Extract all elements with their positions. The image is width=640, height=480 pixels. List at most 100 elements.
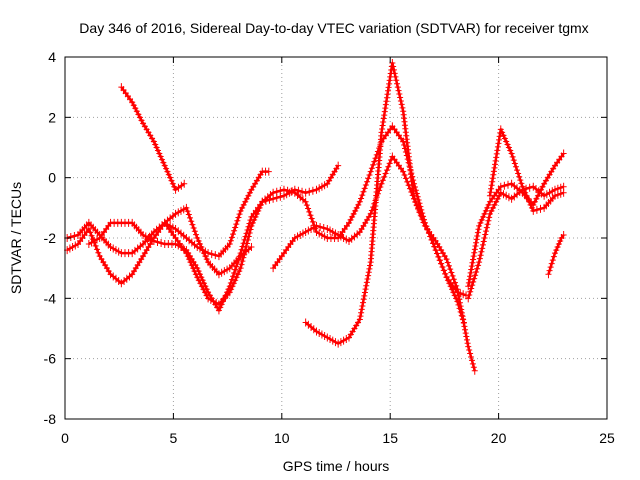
data-point-marker [69,243,76,252]
data-point-marker [107,243,114,252]
series-track-5 [161,122,467,327]
data-point-marker [550,252,557,261]
data-point-marker [358,308,365,317]
data-point-marker [496,135,503,144]
data-point-marker [492,156,499,165]
data-point-marker [401,171,408,180]
data-point-marker [389,59,396,68]
data-point-marker [332,338,339,347]
data-point-marker [309,217,316,226]
data-point-marker [228,233,235,242]
data-point-marker [299,229,306,238]
data-point-marker [416,208,423,217]
data-point-marker [318,182,325,191]
data-point-marker [313,185,320,194]
data-point-marker [465,282,472,291]
data-point-marker [385,83,392,92]
data-point-marker [404,177,411,186]
data-point-marker [343,235,350,244]
data-point-marker [543,190,550,199]
data-point-marker [491,163,498,172]
data-point-marker [471,366,478,375]
y-tick-label: -4 [44,290,57,306]
data-point-marker [505,193,512,202]
data-point-marker [302,197,309,206]
data-point-marker [484,220,491,229]
data-point-marker [93,235,100,244]
data-point-marker [386,76,393,85]
data-point-marker [316,184,323,193]
data-point-marker [471,274,478,283]
data-point-marker [400,167,407,176]
data-point-marker [381,172,388,181]
data-point-marker [471,248,478,257]
data-point-marker [414,192,421,201]
data-point-marker [494,146,501,155]
data-point-marker [177,206,184,215]
data-point-marker [207,295,214,304]
data-point-marker [398,100,405,109]
data-point-marker [208,250,215,259]
data-point-marker [476,254,483,263]
data-point-marker [239,242,246,251]
data-point-marker [187,213,194,222]
data-point-marker [385,86,392,95]
data-point-marker [483,223,490,232]
data-point-marker [526,183,533,192]
data-point-marker [365,271,372,280]
data-point-marker [547,263,554,272]
data-point-marker [232,223,239,232]
data-point-marker [488,181,495,190]
data-point-marker [85,224,92,233]
data-point-marker [280,185,287,194]
data-point-marker [277,186,284,195]
data-point-marker [191,227,198,236]
data-point-marker [479,244,486,253]
x-tick-label: 25 [599,430,615,446]
data-point-marker [309,186,316,195]
x-tick-label: 10 [274,430,290,446]
data-point-marker [420,218,427,227]
data-point-marker [288,187,295,196]
data-point-marker [470,277,477,286]
data-point-marker [382,169,389,178]
data-point-marker [462,325,469,334]
data-point-marker [366,264,373,273]
data-point-marker [235,255,242,264]
data-point-marker [88,231,95,240]
data-point-marker [378,179,385,188]
data-point-marker [546,188,553,197]
data-point-marker [88,238,95,247]
data-point-marker [481,234,488,242]
data-point-marker [419,215,426,224]
data-point-marker [265,167,272,176]
data-point-marker [467,287,474,296]
data-point-marker [381,107,388,116]
data-point-marker [546,266,553,275]
data-point-marker [487,188,494,197]
data-point-marker [493,149,500,158]
data-point-marker [448,268,455,277]
data-point-marker [183,203,190,212]
data-point-marker [234,216,241,225]
data-point-marker [393,76,400,85]
data-point-marker [372,154,379,163]
data-point-marker [462,329,469,338]
data-point-marker [215,270,222,279]
data-point-marker [494,142,501,151]
data-point-marker [235,213,242,222]
data-point-marker [460,318,467,327]
data-point-marker [297,230,304,239]
y-tick-label: 4 [48,49,56,65]
data-point-marker [537,204,544,213]
data-point-marker [391,69,398,78]
data-point-marker [316,229,323,238]
data-point-marker [248,243,255,252]
data-point-marker [327,226,334,235]
data-point-marker [362,181,369,190]
data-point-marker [478,247,485,256]
data-point-marker [390,62,397,71]
data-point-marker [469,258,476,267]
data-point-marker [185,210,192,219]
x-axis-label: GPS time / hours [283,458,390,474]
